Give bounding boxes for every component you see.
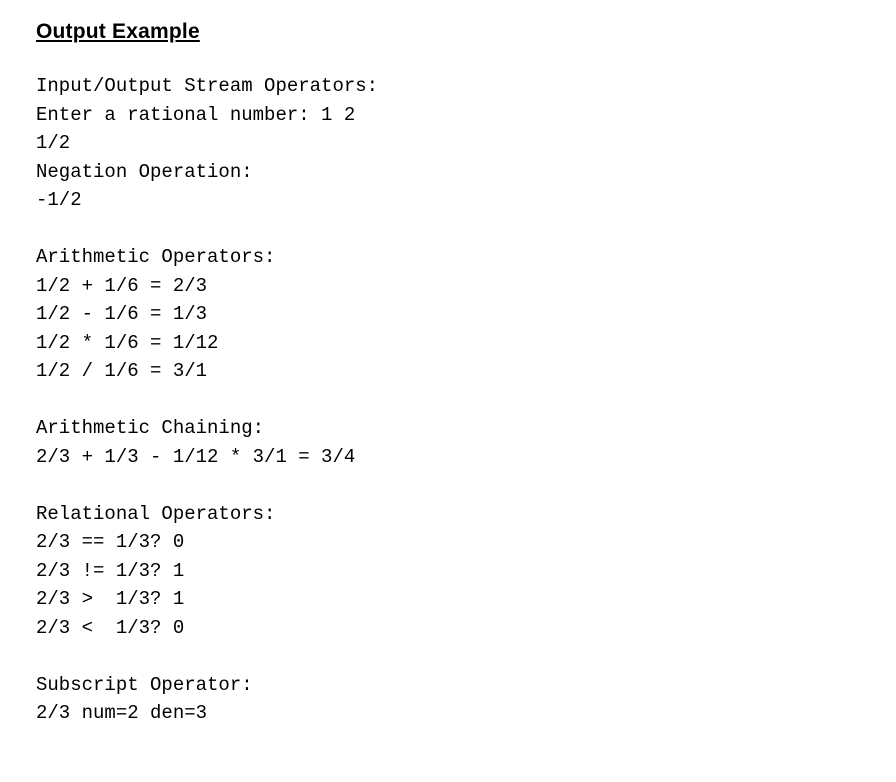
arithmetic-title: Arithmetic Operators:	[36, 246, 275, 268]
arithmetic-line-2: 1/2 - 1/6 = 1/3	[36, 303, 207, 325]
subscript-line-1: 2/3 num=2 den=3	[36, 702, 207, 724]
arithmetic-line-3: 1/2 * 1/6 = 1/12	[36, 332, 218, 354]
arithmetic-line-1: 1/2 + 1/6 = 2/3	[36, 275, 207, 297]
output-example-heading: Output Example	[36, 20, 860, 44]
relational-line-1: 2/3 == 1/3? 0	[36, 531, 184, 553]
subscript-title: Subscript Operator:	[36, 674, 253, 696]
io-stream-title: Input/Output Stream Operators:	[36, 75, 378, 97]
code-output-block: Input/Output Stream Operators: Enter a r…	[36, 72, 860, 728]
negation-line-1: -1/2	[36, 189, 82, 211]
relational-title: Relational Operators:	[36, 503, 275, 525]
arithmetic-line-4: 1/2 / 1/6 = 3/1	[36, 360, 207, 382]
relational-line-4: 2/3 < 1/3? 0	[36, 617, 184, 639]
chaining-title: Arithmetic Chaining:	[36, 417, 264, 439]
relational-line-2: 2/3 != 1/3? 1	[36, 560, 184, 582]
relational-line-3: 2/3 > 1/3? 1	[36, 588, 184, 610]
negation-title: Negation Operation:	[36, 161, 253, 183]
io-stream-line-2: 1/2	[36, 132, 70, 154]
io-stream-line-1: Enter a rational number: 1 2	[36, 104, 355, 126]
chaining-line-1: 2/3 + 1/3 - 1/12 * 3/1 = 3/4	[36, 446, 355, 468]
